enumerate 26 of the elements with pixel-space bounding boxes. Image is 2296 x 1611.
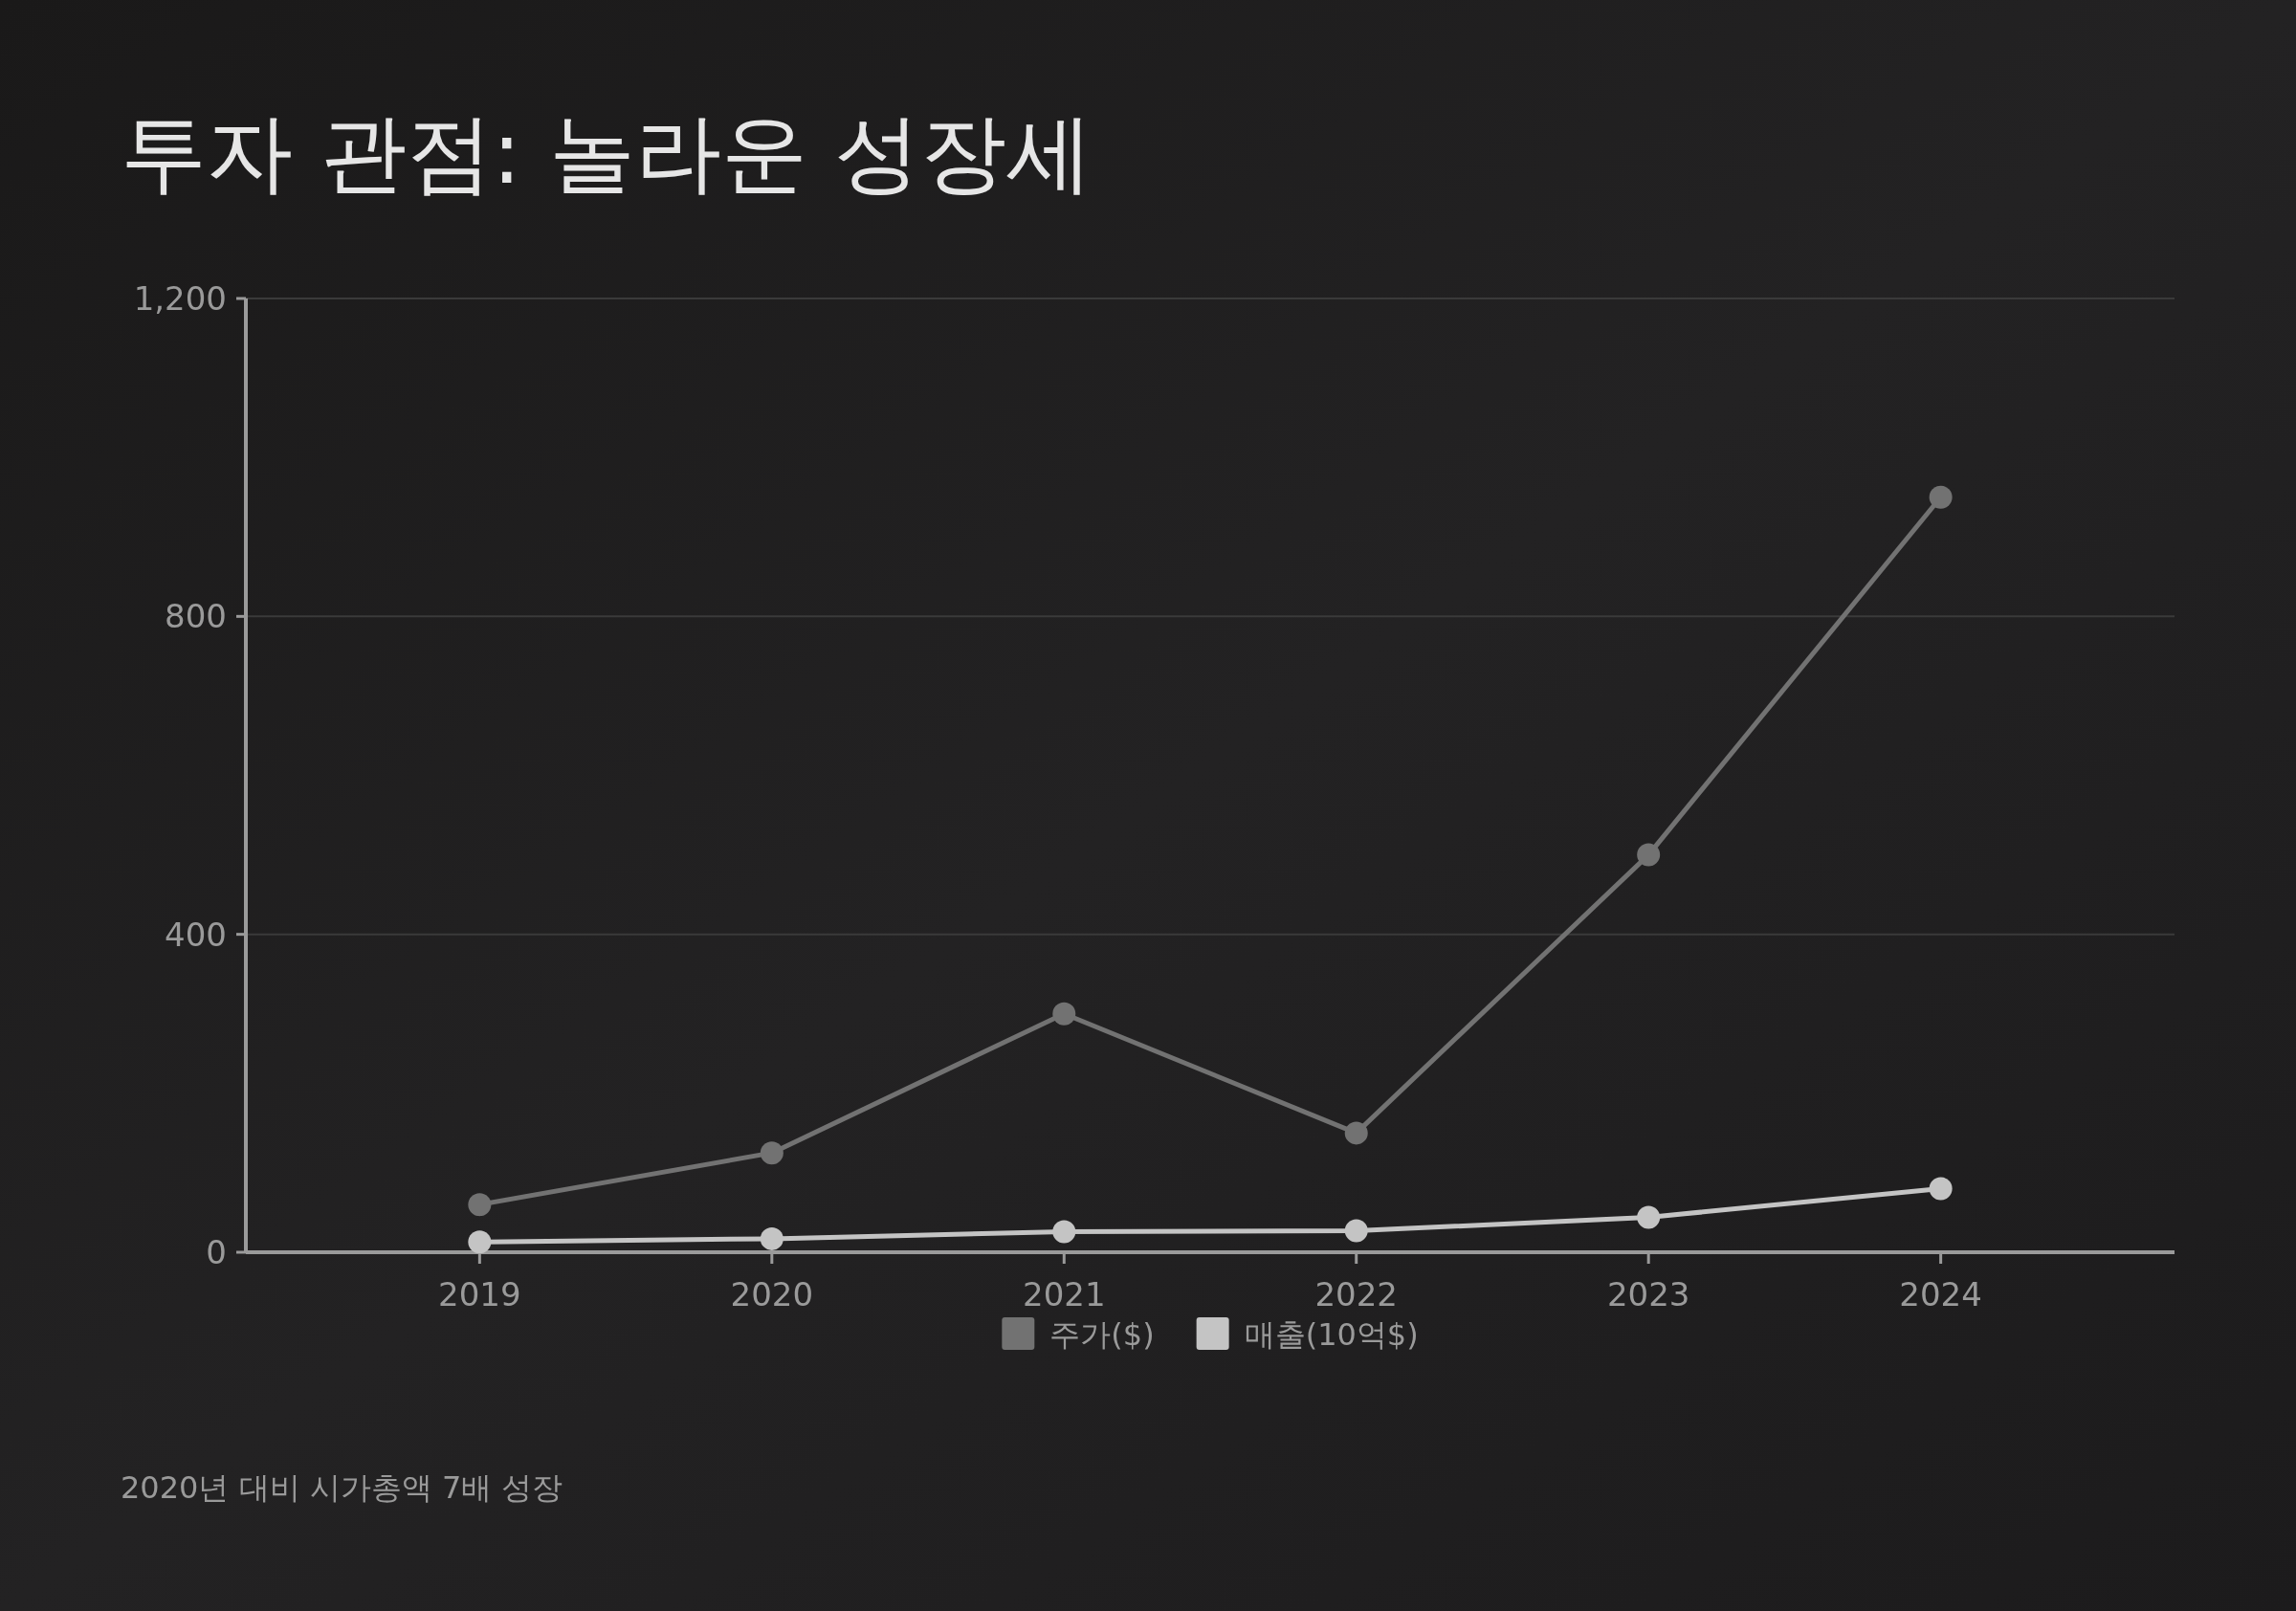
point	[468, 1193, 492, 1217]
text: 2020년 대비 시가총액 7배 성장	[121, 1469, 563, 1506]
point	[1929, 485, 1953, 509]
point	[1344, 1121, 1368, 1145]
y-tick-label: 400	[165, 915, 227, 954]
x-tick-label: 2019	[438, 1275, 521, 1313]
x-tick-label: 2023	[1606, 1275, 1690, 1313]
y-tick-label: 1,200	[133, 279, 227, 318]
x-tick-label: 2020	[730, 1275, 814, 1313]
point	[1637, 843, 1661, 867]
point	[760, 1141, 784, 1165]
legend-label: 주가($)	[1049, 1316, 1155, 1353]
y-tick-label: 0	[206, 1233, 227, 1271]
x-tick-label: 2024	[1899, 1275, 1982, 1313]
y-tick-label: 800	[165, 597, 227, 636]
legend-label: 매출(10억$)	[1244, 1316, 1419, 1353]
x-tick-label: 2021	[1023, 1275, 1106, 1313]
x-tick-label: 2022	[1314, 1275, 1398, 1313]
point	[1052, 1002, 1076, 1026]
point	[1637, 1205, 1661, 1229]
point	[1929, 1177, 1953, 1201]
point	[1052, 1220, 1076, 1244]
chart-title: 투자 관점: 놀라운 성장세	[121, 102, 1093, 203]
point	[468, 1230, 492, 1254]
point	[1344, 1219, 1368, 1243]
point	[760, 1226, 784, 1250]
